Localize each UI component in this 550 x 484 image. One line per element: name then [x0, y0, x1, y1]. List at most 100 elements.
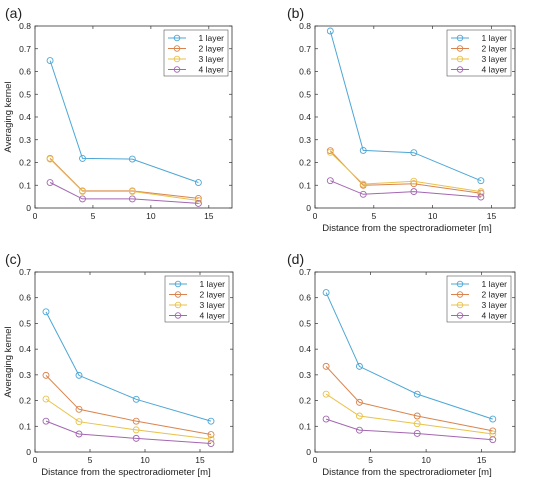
x-tick-label: 15 — [204, 211, 214, 221]
legend-entry: 1 layer — [481, 279, 507, 289]
data-point — [132, 426, 140, 434]
legend-entry: 1 layer — [198, 33, 224, 43]
legend-entry: 3 layer — [198, 54, 224, 64]
data-point — [79, 195, 86, 203]
data-point — [42, 417, 50, 425]
panel-label: (b) — [287, 5, 304, 21]
y-axis-label: Averaging kernel — [3, 326, 14, 397]
data-point — [410, 180, 418, 188]
x-tick-label: 0 — [33, 455, 38, 465]
data-point — [355, 426, 363, 434]
legend-swatch-marker — [174, 312, 182, 319]
data-point — [413, 390, 421, 398]
y-tick-label: 0 — [26, 447, 31, 457]
series-line-2 — [329, 150, 481, 194]
data-point — [413, 420, 421, 428]
y-tick-label: 0.1 — [19, 180, 31, 190]
legend-entry: 3 layer — [481, 300, 507, 310]
x-tick-label: 10 — [146, 211, 156, 221]
data-point — [322, 289, 330, 297]
y-tick-label: 0.7 — [19, 44, 31, 54]
data-point — [359, 180, 367, 188]
legend-swatch-marker — [173, 45, 181, 52]
data-point — [46, 179, 54, 186]
data-point — [194, 194, 202, 202]
y-tick-label: 0.4 — [299, 344, 311, 354]
data-point — [359, 146, 367, 154]
data-point — [410, 188, 418, 196]
y-tick-label: 0.5 — [19, 318, 31, 328]
y-tick-label: 0.3 — [19, 135, 31, 145]
data-point — [326, 148, 334, 156]
data-point — [194, 197, 202, 204]
panel-label: (c) — [5, 251, 21, 267]
data-point — [42, 371, 50, 379]
legend-entry: 3 layer — [481, 54, 507, 64]
y-tick-label: 0.7 — [19, 267, 31, 277]
legend-entry: 4 layer — [481, 311, 507, 321]
data-point — [326, 27, 334, 35]
data-point — [128, 187, 136, 195]
chart-panel-2: 0 0.1 0.2 0.3 0.4 0.5 0.6 0.7 0.8 0 5 10 15 Distance … — [287, 5, 516, 234]
x-tick-label: 5 — [368, 455, 373, 465]
data-point — [42, 395, 50, 403]
series-line-1 — [329, 30, 482, 182]
data-point — [477, 193, 485, 201]
legend-swatch-marker — [173, 55, 181, 63]
y-tick-label: 0 — [26, 203, 31, 213]
data-point — [75, 430, 83, 438]
y-tick-label: 0.2 — [19, 158, 31, 168]
data-point — [42, 308, 50, 316]
data-point — [489, 436, 497, 444]
series-line-2 — [45, 375, 212, 435]
data-point — [128, 195, 136, 203]
legend-entry: 4 layer — [199, 311, 225, 321]
y-axis-label: Averaging kernel — [3, 81, 14, 152]
legend-entry: 1 layer — [199, 279, 225, 289]
y-tick-label: 0.1 — [19, 421, 31, 431]
legend-swatch-marker — [456, 301, 464, 309]
legend-swatch-marker — [456, 312, 464, 319]
series-line-2 — [325, 366, 493, 432]
y-tick-label: 0.6 — [299, 293, 311, 303]
legend-entry: 4 layer — [481, 65, 507, 75]
y-tick-label: 0.2 — [299, 396, 311, 406]
data-point — [75, 405, 83, 413]
data-point — [75, 418, 83, 426]
x-tick-label: 10 — [421, 455, 431, 465]
series-line-1 — [325, 292, 493, 420]
y-tick-label: 0.4 — [19, 344, 31, 354]
plot-frame — [314, 271, 516, 453]
data-point — [322, 362, 330, 370]
data-point — [322, 415, 330, 423]
data-point — [410, 177, 418, 185]
panel-label: (a) — [5, 5, 22, 21]
x-tick-label: 10 — [428, 211, 438, 221]
legend-swatch-marker — [456, 45, 464, 52]
x-tick-label: 5 — [371, 211, 376, 221]
data-point — [207, 435, 215, 443]
series-line-3 — [329, 151, 481, 193]
y-tick-label: 0.8 — [299, 21, 311, 31]
series-line-4 — [330, 180, 481, 198]
legend-swatch-marker — [456, 34, 464, 42]
y-tick-label: 0.5 — [19, 89, 31, 99]
y-tick-label: 0.7 — [299, 267, 311, 277]
data-point — [132, 395, 140, 403]
y-tick-label: 0.3 — [299, 370, 311, 380]
x-tick-label: 0 — [313, 455, 318, 465]
data-point — [355, 362, 363, 370]
x-axis-label: Distance from the spectroradiometer [m] — [322, 467, 491, 478]
data-point — [75, 371, 83, 379]
series-line-4 — [49, 182, 199, 204]
data-point — [355, 398, 363, 406]
data-point — [359, 190, 367, 198]
y-tick-label: 0.4 — [299, 112, 311, 122]
legend-swatch-marker — [456, 291, 464, 298]
y-tick-label: 0.2 — [19, 396, 31, 406]
data-point — [477, 188, 485, 196]
y-tick-label: 0.1 — [299, 180, 311, 190]
legend-entry: 3 layer — [199, 300, 225, 310]
